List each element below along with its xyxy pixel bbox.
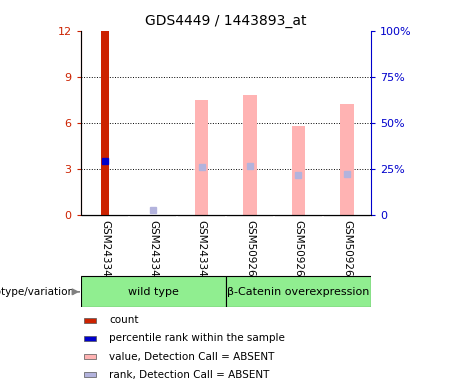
Bar — [84, 318, 96, 323]
Bar — [81, 276, 226, 307]
Text: GSM243347: GSM243347 — [148, 220, 158, 283]
Text: GSM243346: GSM243346 — [100, 220, 110, 283]
Bar — [84, 336, 96, 341]
Text: wild type: wild type — [128, 287, 179, 297]
Bar — [243, 95, 257, 215]
Bar — [195, 100, 208, 215]
Title: GDS4449 / 1443893_at: GDS4449 / 1443893_at — [145, 14, 307, 28]
Text: GSM509260: GSM509260 — [245, 220, 255, 283]
Text: GSM243348: GSM243348 — [197, 220, 207, 283]
Bar — [100, 31, 109, 215]
Text: genotype/variation: genotype/variation — [0, 287, 75, 297]
Text: GSM509261: GSM509261 — [294, 220, 303, 283]
Text: rank, Detection Call = ABSENT: rank, Detection Call = ABSENT — [109, 370, 269, 380]
Text: β-Catenin overexpression: β-Catenin overexpression — [227, 287, 370, 297]
Text: percentile rank within the sample: percentile rank within the sample — [109, 333, 285, 343]
Bar — [292, 126, 305, 215]
Bar — [84, 372, 96, 377]
Text: value, Detection Call = ABSENT: value, Detection Call = ABSENT — [109, 352, 274, 362]
Text: GSM509262: GSM509262 — [342, 220, 352, 283]
Bar — [226, 276, 371, 307]
Text: count: count — [109, 315, 138, 325]
Bar — [340, 104, 354, 215]
Bar — [84, 354, 96, 359]
